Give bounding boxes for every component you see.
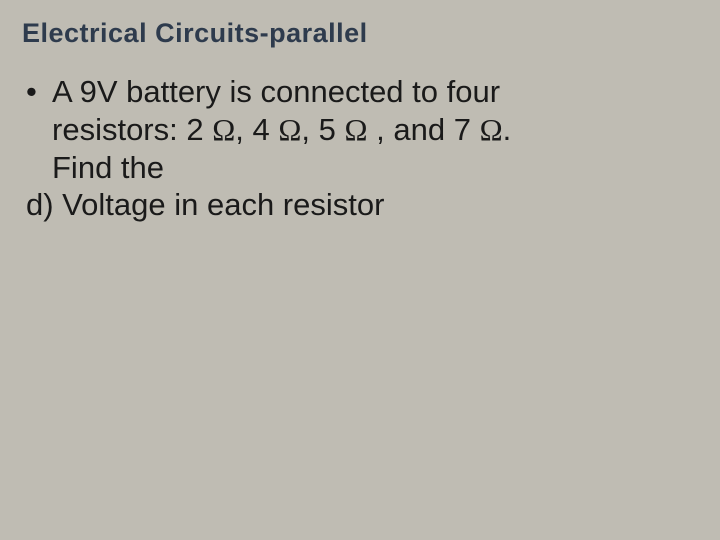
slide-title: Electrical Circuits-parallel [22, 18, 698, 49]
ohm-symbol: Ω [345, 112, 368, 147]
text-line-3: Find the [52, 150, 164, 185]
ohm-symbol: Ω [278, 112, 301, 147]
text-line-2a: resistors: 2 [52, 112, 212, 147]
text-line-2e: . [503, 112, 512, 147]
text-line-2d: , and 7 [368, 112, 480, 147]
slide-content: • A 9V battery is connected to four resi… [22, 73, 698, 224]
bullet-item: • A 9V battery is connected to four resi… [26, 73, 698, 186]
text-line-2c: , 5 [301, 112, 344, 147]
text-line-1: A 9V battery is connected to four [52, 74, 500, 109]
text-line-2b: , 4 [235, 112, 278, 147]
slide: Electrical Circuits-parallel • A 9V batt… [0, 0, 720, 540]
ohm-symbol: Ω [480, 112, 503, 147]
bullet-text: A 9V battery is connected to four resist… [52, 73, 698, 186]
bullet-marker: • [26, 73, 52, 186]
ohm-symbol: Ω [212, 112, 235, 147]
part-d-line: d) Voltage in each resistor [26, 186, 698, 224]
